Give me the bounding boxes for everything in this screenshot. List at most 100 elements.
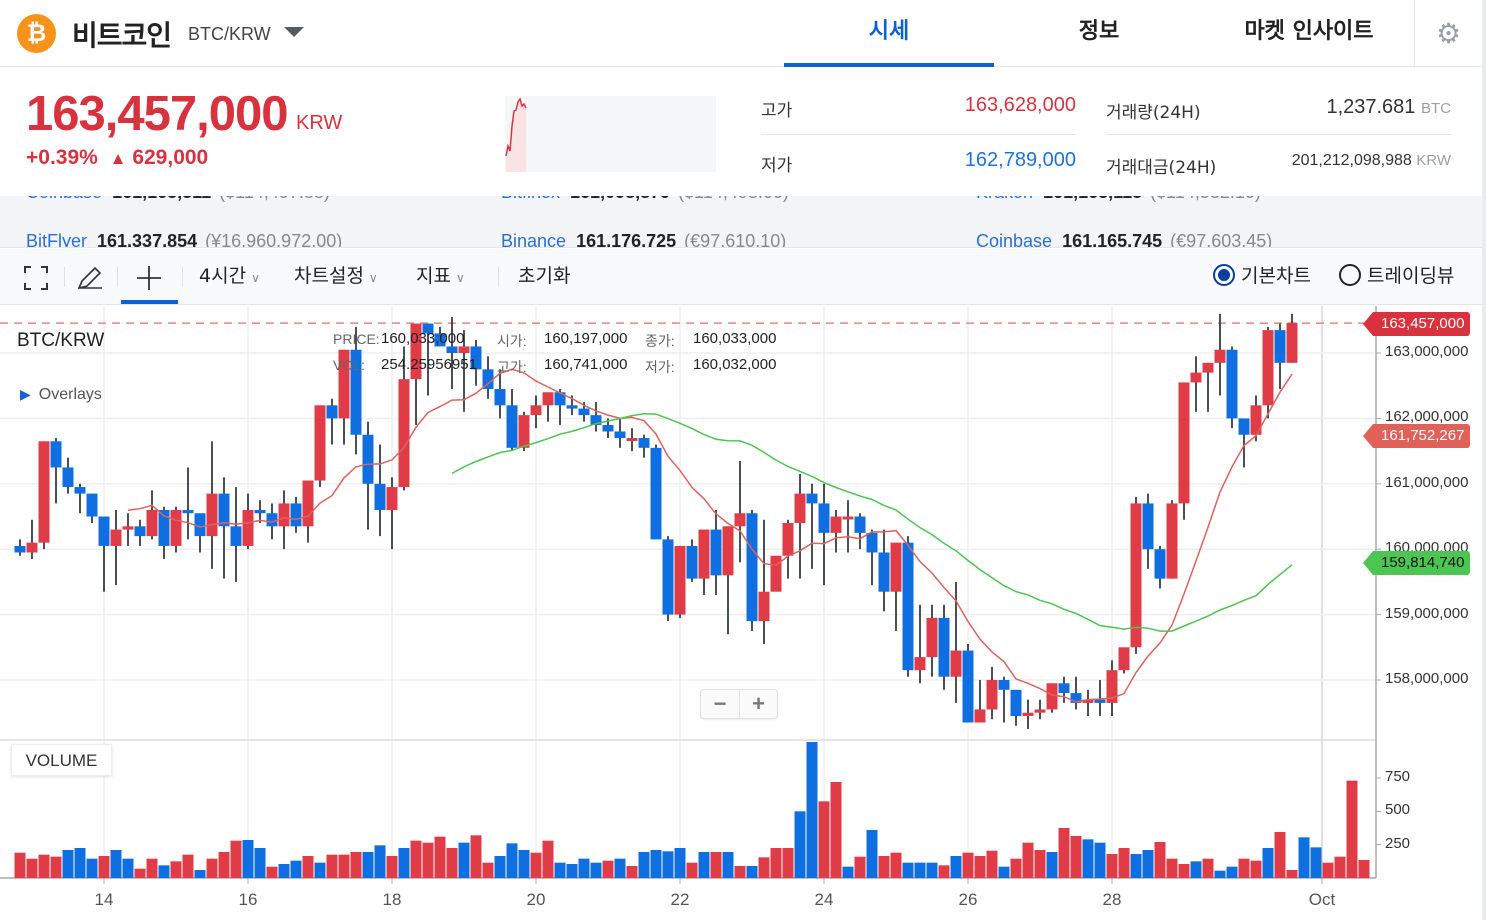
current-price: 163,457,000 — [26, 87, 288, 141]
high-value: 163,628,000 — [964, 94, 1076, 116]
time-axis-tick: 16 — [238, 890, 258, 909]
current-price-unit: KRW — [296, 112, 343, 134]
radio-label: 기본차트 — [1241, 265, 1311, 287]
exchange-fx: ($114,532.10) — [1150, 196, 1261, 202]
divider — [1106, 134, 1451, 135]
overlays-toggle[interactable]: ▶ Overlays — [20, 386, 102, 404]
price-summary: 163,457,000 KRW +0.39% ▲ 629,000 고가 163,… — [0, 68, 1482, 196]
volume-24h-label: 거래량(24H) — [1106, 103, 1201, 123]
exchange-item[interactable]: Kraken 161,165,115 ($114,532.10) — [976, 196, 1261, 203]
divider — [498, 267, 499, 287]
chart-pair-label: BTC/KRW — [17, 330, 105, 351]
tab-market-price[interactable]: 시세 — [784, 0, 994, 67]
low-label: 저가 — [761, 156, 793, 176]
price-sparkline — [505, 96, 716, 172]
info-price-label: PRICE: — [333, 331, 380, 347]
time-axis-tick: 28 — [1102, 890, 1122, 909]
exchange-price: 161,098,879 — [570, 196, 670, 202]
info-price-value: 160,033,000 — [381, 330, 465, 347]
exchange-name: Bitfinex — [501, 196, 560, 202]
info-close-label: 종가: — [645, 333, 675, 349]
price-axis-tick: 162,000,000 — [1385, 408, 1469, 426]
radio-tradingview[interactable]: 트레이딩뷰 — [1339, 263, 1454, 289]
radio-basic-chart[interactable]: 기본차트 — [1213, 263, 1311, 289]
volume-24h-unit: BTC — [1421, 100, 1451, 117]
pencil-icon[interactable] — [69, 249, 113, 304]
zoom-control: − + — [700, 689, 778, 719]
zoom-out-button[interactable]: − — [713, 691, 727, 716]
exchange-fx: (€97,603.45) — [1170, 231, 1273, 248]
reset-button[interactable]: 초기화 — [518, 265, 571, 287]
volume-axis-tick: 250 — [1385, 834, 1411, 852]
exchange-item[interactable]: BitFlyer 161,337,854 (¥16,960,972.00) — [26, 231, 343, 248]
exchange-name: Binance — [501, 231, 567, 248]
crosshair-icon[interactable] — [127, 249, 171, 304]
radio-unchecked-icon — [1339, 264, 1361, 286]
info-open-value: 160,197,000 — [544, 330, 628, 347]
exchange-price: 161,165,511 — [112, 196, 211, 202]
radio-label: 트레이딩뷰 — [1367, 265, 1455, 287]
change-amount: 629,000 — [132, 146, 209, 169]
info-close-value: 160,033,000 — [693, 330, 777, 347]
divider — [761, 134, 1076, 135]
coin-name: 비트코인 — [72, 19, 172, 52]
chevron-down-icon: ∨ — [368, 271, 378, 285]
price-axis-tick: 159,000,000 — [1385, 604, 1469, 622]
info-open-label: 시가: — [497, 333, 527, 349]
exchange-name: Coinbase — [26, 196, 102, 202]
price-axis-tick: 158,000,000 — [1385, 670, 1469, 687]
exchange-name: BitFlyer — [26, 231, 88, 248]
overlays-label: Overlays — [38, 386, 102, 403]
zoom-in-button[interactable]: + — [739, 690, 777, 718]
ma-short-tag: 161,752,267 — [1362, 424, 1471, 448]
chevron-down-icon[interactable] — [284, 27, 304, 37]
last-price-tag: 163,457,000 — [1362, 312, 1471, 336]
time-axis-tick: 20 — [526, 890, 546, 909]
exchange-fx: (¥16,960,972.00) — [205, 231, 343, 248]
tab-market-insight[interactable]: 마켓 인사이트 — [1244, 19, 1374, 44]
time-axis-tick: Oct — [1308, 890, 1336, 909]
exchange-item[interactable]: Coinbase 161,165,511 ($114,497.88) — [26, 196, 330, 203]
active-tool-indicator — [121, 300, 178, 304]
change-percent: +0.39% — [26, 146, 98, 169]
exchange-item[interactable]: Bitfinex 161,098,879 ($114,498.00) — [501, 196, 789, 203]
fullscreen-icon[interactable] — [14, 249, 58, 304]
tab-info[interactable]: 정보 — [1078, 19, 1120, 44]
play-triangle-icon: ▶ — [20, 386, 31, 402]
ma-long-tag: 159,814,740 — [1362, 551, 1471, 575]
price-chart[interactable]: BTC/KRW ▶ Overlays PRICE: 160,033,000 VOL… — [0, 306, 1482, 920]
divider — [117, 267, 118, 287]
exchange-item[interactable]: Coinbase 161,165,745 (€97,603.45) — [976, 231, 1273, 248]
time-axis-tick: 18 — [382, 890, 402, 909]
divider — [182, 267, 183, 287]
exchange-item[interactable]: Binance 161,176,725 (€97,610.10) — [501, 231, 787, 248]
amount-24h-unit: KRW — [1416, 152, 1451, 169]
volume-24h: 1,237.681 BTC — [1230, 96, 1451, 119]
chart-settings-label: 차트설정 — [294, 265, 364, 287]
volume-axis-tick: 750 — [1385, 768, 1411, 785]
interval-label: 4시간 — [199, 265, 247, 287]
gear-icon[interactable]: ⚙ — [1414, 0, 1482, 67]
low-value: 162,789,000 — [964, 149, 1076, 171]
triangle-up-icon: ▲ — [109, 149, 127, 168]
candlestick-chart[interactable] — [0, 306, 1482, 920]
info-high-value: 160,741,000 — [544, 356, 628, 373]
volume-pane-label: VOLUME — [11, 744, 112, 776]
info-low-value: 160,032,000 — [693, 356, 777, 373]
exchange-price: 161,165,115 — [1043, 196, 1142, 202]
price-change: +0.39% ▲ 629,000 — [26, 146, 208, 170]
time-axis-tick: 22 — [670, 890, 690, 909]
indicators-dropdown[interactable]: 지표 ∨ — [416, 249, 465, 304]
time-axis-tick: 24 — [814, 890, 834, 909]
exchange-fx: (€97,610.10) — [684, 231, 787, 248]
chart-settings-dropdown[interactable]: 차트설정 ∨ — [294, 249, 378, 304]
bitcoin-icon: ₿ — [17, 14, 56, 53]
high-label: 고가 — [761, 101, 793, 121]
interval-dropdown[interactable]: 4시간 ∨ — [199, 249, 260, 304]
chart-toolbar: 4시간 ∨ 차트설정 ∨ 지표 ∨ 초기화 기본차트 트레이딩뷰 — [0, 249, 1482, 305]
info-low-label: 저가: — [645, 359, 675, 375]
divider — [64, 267, 65, 287]
exchange-price: 161,176,725 — [576, 231, 677, 248]
price-axis-tick: 161,000,000 — [1385, 473, 1469, 491]
amount-24h-value: 201,212,098,988 — [1291, 152, 1412, 169]
